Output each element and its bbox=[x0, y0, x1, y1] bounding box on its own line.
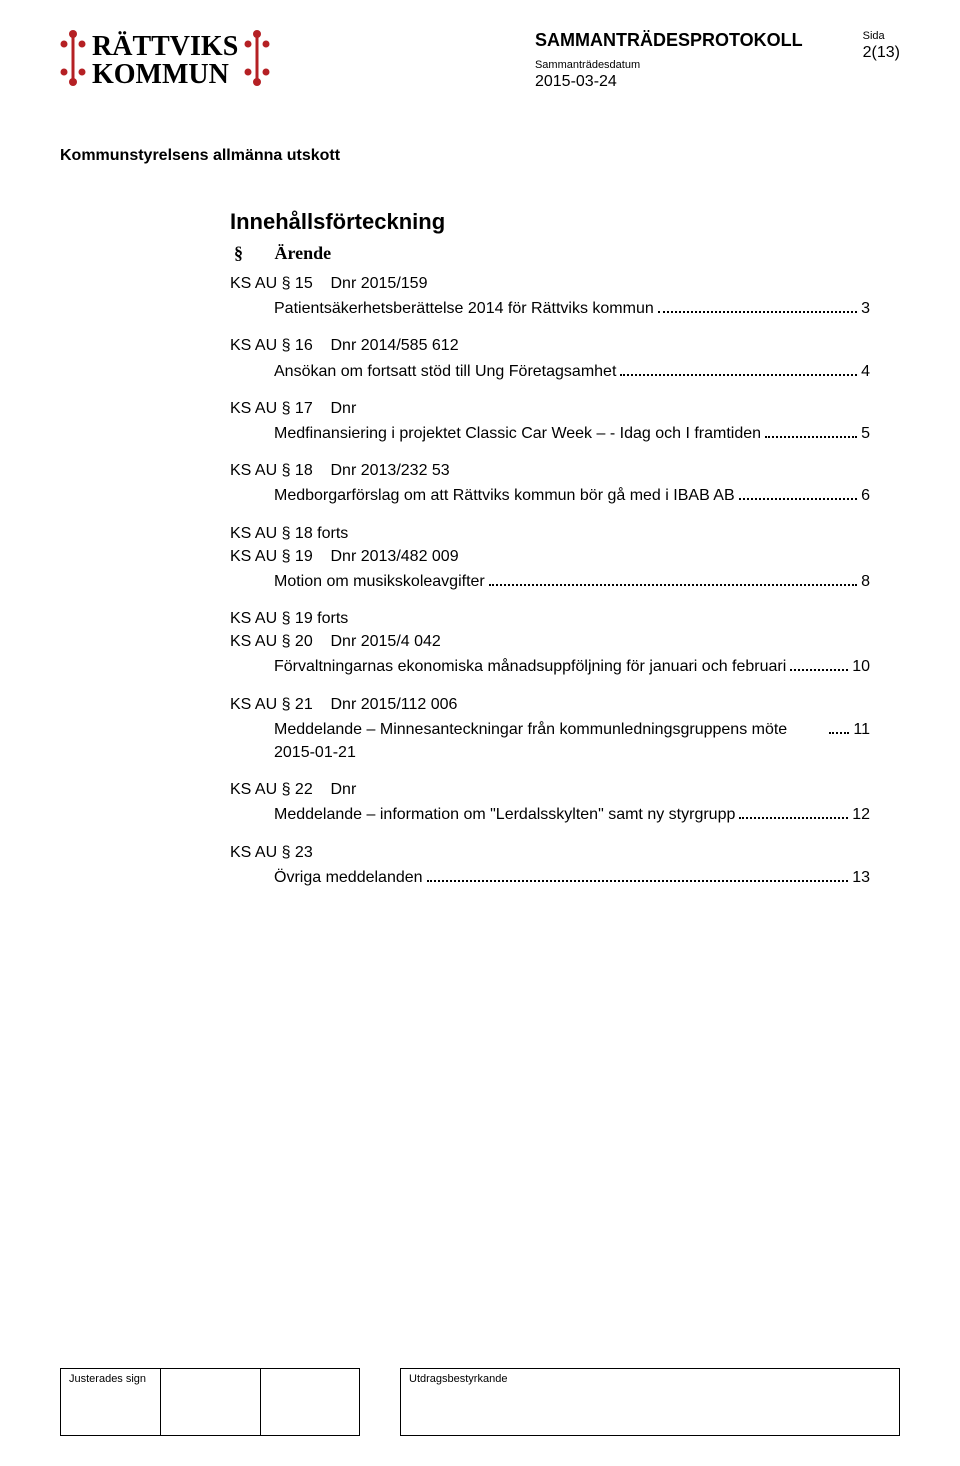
table-of-contents: Innehållsförteckning § Ärende KS AU § 15… bbox=[230, 209, 870, 889]
toc-item-page: 10 bbox=[852, 655, 870, 678]
toc-item-ref: KS AU § 18 Dnr 2013/232 53 bbox=[230, 459, 870, 482]
footer-sign-box3 bbox=[260, 1368, 360, 1436]
toc-item-ref: KS AU § 17 Dnr bbox=[230, 397, 870, 420]
toc-leader-dots bbox=[658, 300, 857, 313]
toc-item: KS AU § 19 forts KS AU § 20 Dnr 2015/4 0… bbox=[230, 607, 870, 679]
toc-item-page: 5 bbox=[861, 422, 870, 445]
toc-item-desc: Medborgarförslag om att Rättviks kommun … bbox=[274, 484, 735, 507]
toc-item-desc: Meddelande – Minnesanteckningar från kom… bbox=[274, 718, 825, 764]
header-row: RÄTTVIKS KOMMUN SAMMANTRÄDESPROTOKOLL Sa… bbox=[60, 30, 900, 91]
toc-item-page: 11 bbox=[853, 718, 870, 741]
toc-item: KS AU § 16 Dnr 2014/585 612 Ansökan om fo… bbox=[230, 334, 870, 382]
page-value: 2(13) bbox=[863, 44, 900, 62]
logo: RÄTTVIKS KOMMUN bbox=[60, 30, 270, 91]
date-value: 2015-03-24 bbox=[535, 73, 803, 91]
toc-columns: § Ärende bbox=[230, 243, 870, 264]
toc-item-desc: Övriga meddelanden bbox=[274, 866, 423, 889]
toc-item-ref: KS AU § 15 Dnr 2015/159 bbox=[230, 272, 870, 295]
toc-items-container: KS AU § 15 Dnr 2015/159Patientsäkerhetsb… bbox=[230, 272, 870, 889]
page-number-block: Sida 2(13) bbox=[863, 30, 900, 62]
toc-item-ref: KS AU § 19 forts KS AU § 20 Dnr 2015/4 0… bbox=[230, 607, 870, 653]
toc-item-line: Förvaltningarnas ekonomiska månadsuppföl… bbox=[230, 655, 870, 678]
toc-item: KS AU § 22 DnrMeddelande – information o… bbox=[230, 778, 870, 826]
toc-leader-dots bbox=[829, 721, 849, 734]
toc-item-page: 4 bbox=[861, 360, 870, 383]
toc-title: Innehållsförteckning bbox=[230, 209, 870, 235]
logo-text-block: RÄTTVIKS KOMMUN bbox=[92, 33, 238, 89]
logo-line1: RÄTTVIKS bbox=[92, 33, 238, 61]
header-right: SAMMANTRÄDESPROTOKOLL Sammanträdesdatum … bbox=[535, 30, 900, 91]
toc-item: KS AU § 23Övriga meddelanden 13 bbox=[230, 841, 870, 889]
footer: Justerades sign Utdragsbestyrkande bbox=[60, 1368, 900, 1436]
toc-item: KS AU § 18 Dnr 2013/232 53Medborgarförsl… bbox=[230, 459, 870, 507]
toc-item-desc: Förvaltningarnas ekonomiska månadsuppföl… bbox=[274, 655, 786, 678]
toc-item-desc: Meddelande – information om "Lerdalsskyl… bbox=[274, 803, 735, 826]
toc-item-line: Meddelande – Minnesanteckningar från kom… bbox=[230, 718, 870, 764]
committee-name: Kommunstyrelsens allmänna utskott bbox=[60, 147, 900, 165]
toc-col-section: § bbox=[234, 243, 243, 263]
toc-leader-dots bbox=[790, 659, 848, 672]
date-label: Sammanträdesdatum bbox=[535, 59, 803, 71]
toc-item-ref: KS AU § 21 Dnr 2015/112 006 bbox=[230, 693, 870, 716]
toc-item-line: Motion om musikskoleavgifter 8 bbox=[230, 570, 870, 593]
toc-item-ref: KS AU § 18 forts KS AU § 19 Dnr 2013/482… bbox=[230, 522, 870, 568]
toc-item-desc: Ansökan om fortsatt stöd till Ung Företa… bbox=[274, 360, 616, 383]
toc-leader-dots bbox=[427, 869, 849, 882]
toc-item-line: Övriga meddelanden 13 bbox=[230, 866, 870, 889]
toc-leader-dots bbox=[765, 425, 857, 438]
toc-item-desc: Motion om musikskoleavgifter bbox=[274, 570, 485, 593]
toc-item-page: 3 bbox=[861, 297, 870, 320]
toc-leader-dots bbox=[739, 807, 848, 820]
toc-leader-dots bbox=[739, 488, 857, 501]
logo-dots-left-icon bbox=[60, 30, 86, 91]
toc-item-desc: Medfinansiering i projektet Classic Car … bbox=[274, 422, 761, 445]
toc-item-line: Meddelande – information om "Lerdalsskyl… bbox=[230, 803, 870, 826]
toc-item-ref: KS AU § 16 Dnr 2014/585 612 bbox=[230, 334, 870, 357]
toc-item-line: Ansökan om fortsatt stöd till Ung Företa… bbox=[230, 360, 870, 383]
toc-leader-dots bbox=[620, 363, 857, 376]
toc-item-page: 6 bbox=[861, 484, 870, 507]
toc-item-desc: Patientsäkerhetsberättelse 2014 för Rätt… bbox=[274, 297, 654, 320]
toc-item: KS AU § 17 DnrMedfinansiering i projekte… bbox=[230, 397, 870, 445]
logo-line2: KOMMUN bbox=[92, 61, 238, 89]
toc-item: KS AU § 21 Dnr 2015/112 006Meddelande – … bbox=[230, 693, 870, 765]
toc-item-page: 8 bbox=[861, 570, 870, 593]
page-label: Sida bbox=[863, 30, 900, 42]
logo-dots-right-icon bbox=[244, 30, 270, 91]
toc-item-line: Medfinansiering i projektet Classic Car … bbox=[230, 422, 870, 445]
footer-utdrag-label: Utdragsbestyrkande bbox=[400, 1368, 900, 1436]
toc-item: KS AU § 18 forts KS AU § 19 Dnr 2013/482… bbox=[230, 522, 870, 594]
toc-item: KS AU § 15 Dnr 2015/159Patientsäkerhetsb… bbox=[230, 272, 870, 320]
toc-item-ref: KS AU § 22 Dnr bbox=[230, 778, 870, 801]
toc-leader-dots bbox=[489, 573, 857, 586]
doc-title: SAMMANTRÄDESPROTOKOLL bbox=[535, 30, 803, 51]
toc-item-page: 13 bbox=[852, 866, 870, 889]
doc-title-block: SAMMANTRÄDESPROTOKOLL Sammanträdesdatum … bbox=[535, 30, 803, 91]
footer-sign-box2 bbox=[160, 1368, 260, 1436]
toc-item-line: Patientsäkerhetsberättelse 2014 för Rätt… bbox=[230, 297, 870, 320]
toc-col-matter: Ärende bbox=[275, 243, 332, 263]
footer-sign-label: Justerades sign bbox=[60, 1368, 160, 1436]
toc-item-line: Medborgarförslag om att Rättviks kommun … bbox=[230, 484, 870, 507]
toc-item-page: 12 bbox=[852, 803, 870, 826]
toc-item-ref: KS AU § 23 bbox=[230, 841, 870, 864]
